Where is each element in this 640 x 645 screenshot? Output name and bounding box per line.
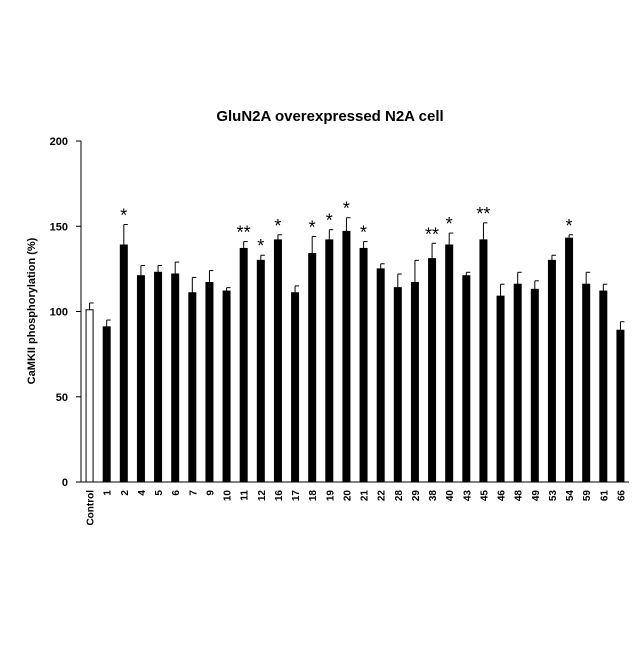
x-tick-label: 53 xyxy=(548,490,559,502)
x-tick-label: 12 xyxy=(257,490,268,502)
x-tick-label: 1 xyxy=(103,490,114,496)
bar-59 xyxy=(583,284,590,482)
significance-marker: * xyxy=(257,236,264,256)
significance-marker: ** xyxy=(476,204,490,224)
bar-18 xyxy=(309,254,316,482)
bar-22 xyxy=(377,269,384,482)
significance-marker: * xyxy=(120,206,127,226)
bar-28 xyxy=(394,288,401,482)
bar-6 xyxy=(172,274,179,482)
x-tick-labels: Control124567910111216171819202122282938… xyxy=(86,490,628,526)
bar-12 xyxy=(257,260,264,482)
bar-53 xyxy=(548,260,555,482)
x-tick-label: 6 xyxy=(171,490,182,496)
x-tick-label: 5 xyxy=(154,490,165,496)
bar-46 xyxy=(497,296,504,482)
x-tick-label: 48 xyxy=(514,490,525,502)
bar-2 xyxy=(120,245,127,482)
x-tick-label: 40 xyxy=(445,490,456,502)
bar-49 xyxy=(531,289,538,482)
x-tick-label: 29 xyxy=(411,490,422,502)
axes: 0 50 100 150 200 xyxy=(50,136,629,489)
bar-54 xyxy=(566,238,573,482)
x-tick-label: 43 xyxy=(462,490,473,502)
x-tick-label: Control xyxy=(86,490,97,526)
significance-marker: * xyxy=(326,211,333,231)
bar-17 xyxy=(292,293,299,482)
significance-marker: * xyxy=(566,216,573,236)
significance-marker: ** xyxy=(237,223,251,243)
significance-marker: * xyxy=(309,217,316,237)
y-tick-label: 50 xyxy=(56,392,68,404)
bar-38 xyxy=(429,259,436,482)
x-tick-label: 9 xyxy=(205,490,216,496)
bar-19 xyxy=(326,240,333,482)
bar-16 xyxy=(274,240,281,482)
bar-7 xyxy=(189,293,196,482)
bar-10 xyxy=(223,291,230,482)
x-tick-label: 21 xyxy=(360,490,371,502)
x-tick-label: 61 xyxy=(599,490,610,502)
x-tick-label: 7 xyxy=(188,490,199,496)
bar-48 xyxy=(514,284,521,482)
bar-21 xyxy=(360,248,367,482)
significance-marker: * xyxy=(360,223,367,243)
y-axis-label: CaMKII phosphorylation (%) xyxy=(26,237,38,384)
y-tick-label: 0 xyxy=(62,477,68,489)
x-tick-label: 22 xyxy=(377,490,388,502)
x-tick-label: 18 xyxy=(308,490,319,502)
x-tick-label: 54 xyxy=(565,490,576,502)
bar-20 xyxy=(343,231,350,482)
bar-1 xyxy=(103,327,110,482)
bar-29 xyxy=(411,283,418,482)
bar-4 xyxy=(137,276,144,482)
x-tick-label: 28 xyxy=(394,490,405,502)
x-tick-label: 10 xyxy=(223,490,234,502)
x-tick-label: 20 xyxy=(342,490,353,502)
x-tick-label: 49 xyxy=(531,490,542,502)
significance-marker: * xyxy=(446,214,453,234)
bar-40 xyxy=(446,245,453,482)
bar-control xyxy=(86,310,93,482)
x-tick-label: 59 xyxy=(582,490,593,502)
x-tick-label: 16 xyxy=(274,490,285,502)
bar-61 xyxy=(600,291,607,482)
bar-11 xyxy=(240,248,247,482)
bar-9 xyxy=(206,283,213,482)
x-tick-label: 66 xyxy=(616,490,627,502)
x-tick-label: 45 xyxy=(479,490,490,502)
x-tick-label: 46 xyxy=(497,490,508,502)
x-tick-label: 4 xyxy=(137,490,148,496)
bar-43 xyxy=(463,276,470,482)
y-tick-label: 100 xyxy=(50,307,68,319)
bar-45 xyxy=(480,240,487,482)
x-tick-label: 11 xyxy=(240,490,251,501)
y-tick-label: 150 xyxy=(50,221,68,233)
bars-group: *************** xyxy=(86,199,624,482)
chart-title: GluN2A overexpressed N2A cell xyxy=(216,108,443,125)
significance-marker: * xyxy=(274,216,281,236)
x-tick-label: 2 xyxy=(120,490,131,496)
x-tick-label: 19 xyxy=(325,490,336,502)
y-tick-label: 200 xyxy=(50,136,68,148)
bar-5 xyxy=(155,272,162,482)
x-tick-label: 38 xyxy=(428,490,439,502)
significance-marker: * xyxy=(343,199,350,219)
bar-66 xyxy=(617,330,624,482)
significance-marker: ** xyxy=(425,224,439,244)
x-tick-label: 17 xyxy=(291,490,302,502)
